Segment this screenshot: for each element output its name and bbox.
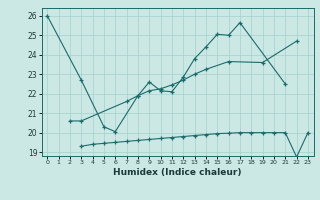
X-axis label: Humidex (Indice chaleur): Humidex (Indice chaleur) xyxy=(113,168,242,177)
